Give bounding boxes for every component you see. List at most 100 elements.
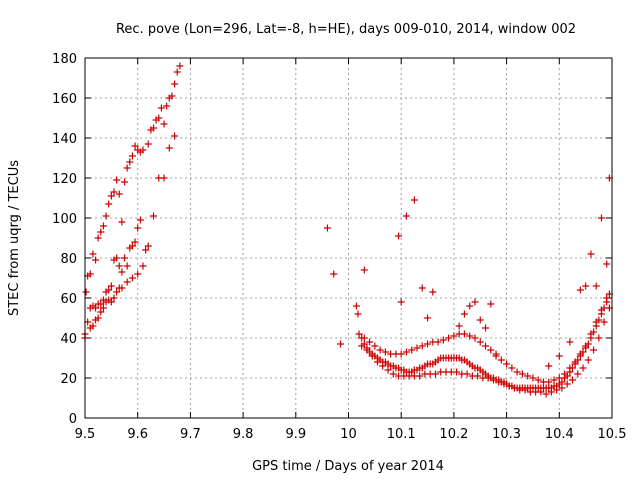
data-point bbox=[484, 374, 492, 382]
data-point bbox=[476, 338, 484, 346]
data-point bbox=[431, 370, 439, 378]
data-point bbox=[163, 102, 171, 110]
data-point bbox=[455, 322, 463, 330]
y-axis-label: STEC from uqrg / TECUs bbox=[7, 160, 22, 316]
data-point bbox=[508, 364, 516, 372]
data-point bbox=[545, 362, 553, 370]
data-point bbox=[534, 376, 542, 384]
data-point bbox=[142, 246, 150, 254]
data-point bbox=[513, 368, 521, 376]
data-point bbox=[487, 346, 495, 354]
data-point bbox=[568, 376, 576, 384]
data-point bbox=[160, 120, 168, 128]
data-point bbox=[595, 334, 603, 342]
x-axis-label: GPS time / Days of year 2014 bbox=[252, 459, 444, 474]
data-point bbox=[579, 364, 587, 372]
x-tick-label: 10.1 bbox=[387, 427, 416, 442]
data-point bbox=[402, 212, 410, 220]
data-point bbox=[115, 262, 123, 270]
data-point bbox=[592, 318, 600, 326]
data-point bbox=[397, 350, 405, 358]
y-tick-label: 60 bbox=[60, 292, 77, 307]
data-point bbox=[497, 356, 505, 364]
data-point bbox=[155, 114, 163, 122]
data-point bbox=[94, 234, 102, 242]
data-point bbox=[434, 338, 442, 346]
data-point bbox=[352, 302, 360, 310]
data-point bbox=[99, 222, 107, 230]
data-point bbox=[139, 146, 147, 154]
data-point bbox=[128, 242, 136, 250]
data-point bbox=[413, 344, 421, 352]
data-point bbox=[86, 270, 94, 278]
data-point bbox=[600, 318, 608, 326]
data-point bbox=[505, 382, 513, 390]
data-point bbox=[160, 174, 168, 182]
data-point bbox=[371, 342, 379, 350]
data-point bbox=[553, 386, 561, 394]
data-point bbox=[482, 324, 490, 332]
data-point bbox=[453, 368, 461, 376]
data-point bbox=[471, 298, 479, 306]
y-tick-label: 40 bbox=[60, 332, 77, 347]
data-point bbox=[592, 282, 600, 290]
data-point bbox=[126, 158, 134, 166]
data-point bbox=[460, 310, 468, 318]
data-point bbox=[134, 270, 142, 278]
data-point bbox=[171, 132, 179, 140]
data-point bbox=[173, 68, 181, 76]
chart-title: Rec. pove (Lon=296, Lat=-8, h=HE), days … bbox=[116, 22, 576, 37]
data-point bbox=[550, 376, 558, 384]
data-point bbox=[150, 212, 158, 220]
data-point bbox=[408, 346, 416, 354]
data-point bbox=[115, 190, 123, 198]
x-tick-label: 10.4 bbox=[545, 427, 574, 442]
data-point bbox=[489, 376, 497, 384]
data-point bbox=[576, 286, 584, 294]
data-point bbox=[495, 378, 503, 386]
data-point bbox=[107, 192, 115, 200]
data-point bbox=[110, 188, 118, 196]
data-point bbox=[123, 164, 131, 172]
data-point bbox=[558, 378, 566, 386]
data-point bbox=[418, 284, 426, 292]
x-tick-label: 10.2 bbox=[439, 427, 468, 442]
y-tick-label: 100 bbox=[52, 212, 77, 227]
y-tick-label: 180 bbox=[52, 52, 77, 67]
data-point bbox=[131, 142, 139, 150]
data-point bbox=[597, 214, 605, 222]
data-point bbox=[360, 266, 368, 274]
plot-frame bbox=[84, 57, 613, 419]
data-point bbox=[466, 302, 474, 310]
data-point bbox=[354, 310, 362, 318]
data-point bbox=[460, 330, 468, 338]
x-tick-label: 10 bbox=[340, 427, 357, 442]
data-point bbox=[113, 288, 121, 296]
data-point bbox=[123, 262, 131, 270]
x-tick-label: 9.7 bbox=[180, 427, 201, 442]
data-point bbox=[128, 152, 136, 160]
x-tick-label: 9.9 bbox=[285, 427, 306, 442]
data-point bbox=[94, 314, 102, 322]
data-point bbox=[566, 364, 574, 372]
data-points bbox=[81, 62, 613, 398]
data-point bbox=[424, 314, 432, 322]
data-point bbox=[476, 316, 484, 324]
data-point bbox=[134, 224, 142, 232]
data-point bbox=[121, 178, 129, 186]
data-point bbox=[373, 358, 381, 366]
data-point bbox=[102, 212, 110, 220]
data-point bbox=[99, 304, 107, 312]
data-point bbox=[128, 274, 136, 282]
data-point bbox=[165, 144, 173, 152]
data-point bbox=[410, 196, 418, 204]
data-point bbox=[603, 260, 611, 268]
data-point bbox=[360, 334, 368, 342]
data-point bbox=[157, 104, 165, 112]
data-point bbox=[555, 352, 563, 360]
data-point bbox=[561, 370, 569, 378]
data-point bbox=[92, 256, 100, 264]
x-tick-label: 9.5 bbox=[75, 427, 96, 442]
x-tick-label: 10.5 bbox=[598, 427, 627, 442]
data-point bbox=[118, 284, 126, 292]
